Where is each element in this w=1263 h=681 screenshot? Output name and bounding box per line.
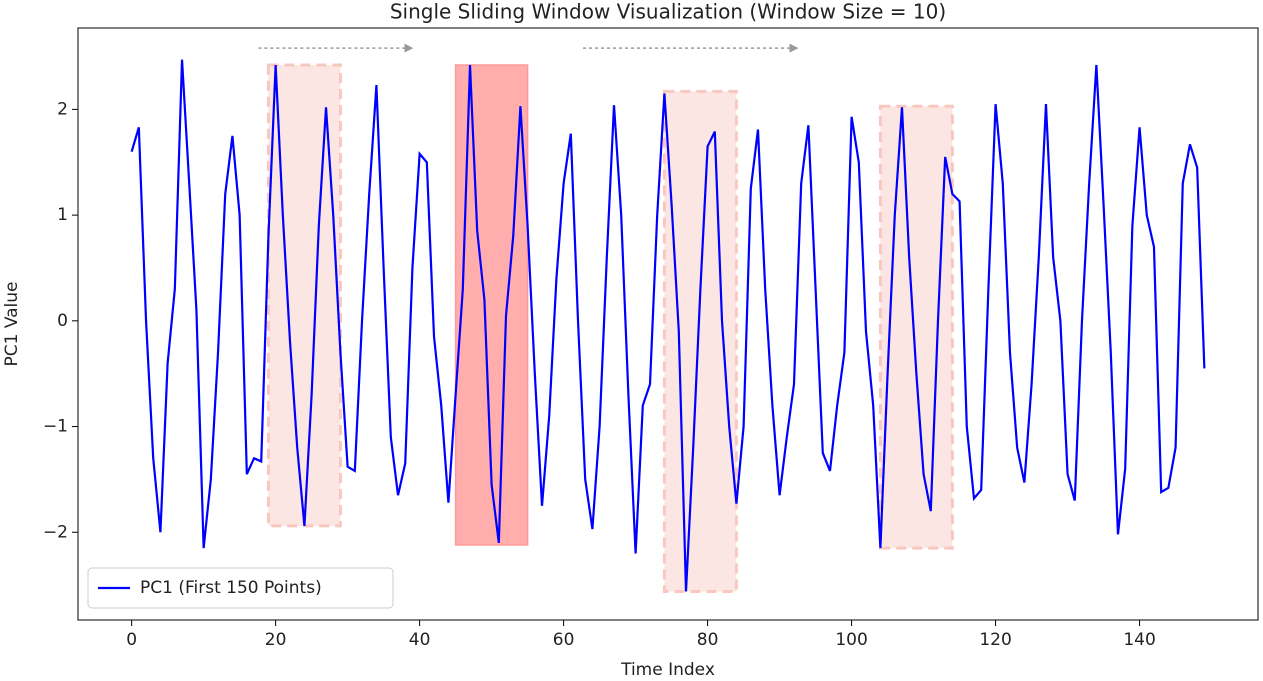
y-tick-label: 0 bbox=[57, 311, 68, 331]
x-axis-label: Time Index bbox=[620, 660, 715, 680]
x-tick-label: 80 bbox=[697, 630, 719, 650]
x-tick-label: 100 bbox=[835, 630, 867, 650]
x-tick-label: 60 bbox=[553, 630, 575, 650]
y-tick-label: −2 bbox=[43, 522, 68, 542]
series-line bbox=[130, 59, 1206, 592]
chart-title: Single Sliding Window Visualization (Win… bbox=[390, 0, 946, 24]
plot-frame bbox=[77, 27, 1259, 621]
x-tick-label: 0 bbox=[126, 630, 137, 650]
window bbox=[878, 104, 954, 550]
y-tick-label: 2 bbox=[57, 99, 68, 119]
x-tick-label: 140 bbox=[1123, 630, 1155, 650]
x-tick-label: 20 bbox=[265, 630, 287, 650]
y-tick-label: 1 bbox=[57, 205, 68, 225]
x-tick-label: 40 bbox=[409, 630, 431, 650]
legend-box bbox=[87, 567, 394, 609]
legend-label: PC1 (First 150 Points) bbox=[140, 578, 322, 598]
y-tick-label: −1 bbox=[43, 417, 68, 437]
y-axis-label: PC1 Value bbox=[2, 281, 22, 366]
x-tick-label: 120 bbox=[979, 630, 1011, 650]
window bbox=[662, 89, 738, 593]
